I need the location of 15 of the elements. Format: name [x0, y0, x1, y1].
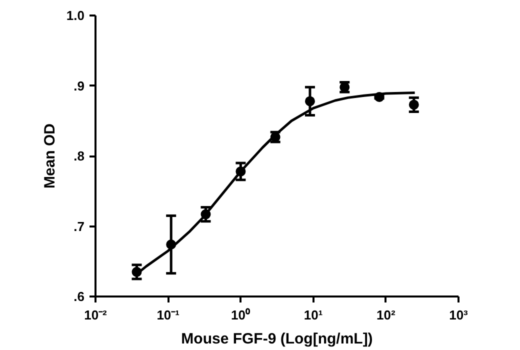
- x-tick-label: 10⁰: [230, 308, 250, 322]
- y-tick-label: .9: [74, 78, 84, 94]
- y-tick-label: .7: [74, 218, 84, 234]
- x-tick-label: 10²: [376, 308, 396, 322]
- x-axis-title: Mouse FGF-9 (Log[ng/mL]): [181, 330, 373, 348]
- y-tick-label: 1.0: [66, 8, 85, 23]
- point: [408, 100, 419, 110]
- x-tick-label: 10⁻²: [84, 308, 108, 322]
- x-tick-label: 10³: [449, 308, 469, 322]
- y-axis-title: Mean OD: [41, 123, 58, 189]
- y-tick-label: .8: [74, 148, 84, 164]
- x-tick-label: 10¹: [304, 308, 323, 322]
- y-tick-label: .6: [74, 289, 84, 304]
- x-tick-label: 10⁻¹: [156, 308, 180, 322]
- point: [304, 96, 315, 106]
